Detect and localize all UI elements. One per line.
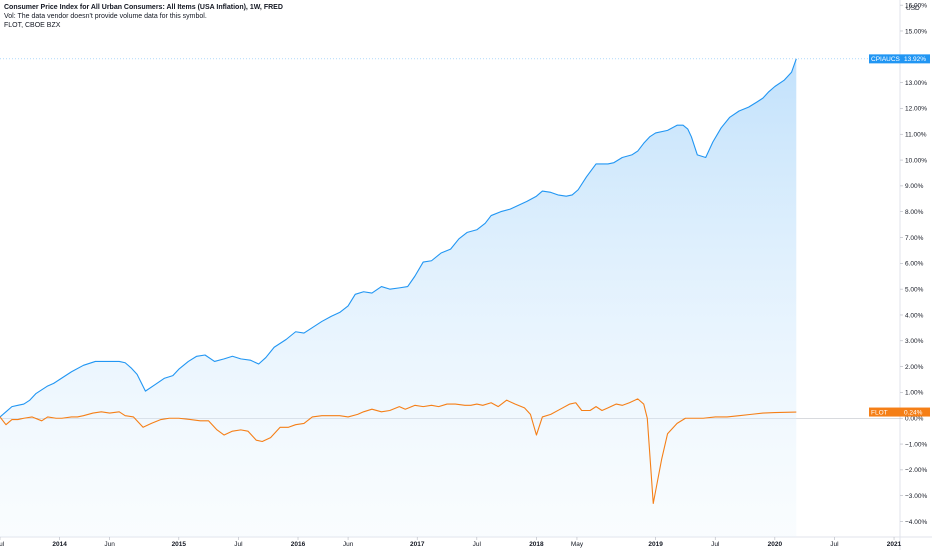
x-tick-label: Jul (234, 541, 243, 548)
x-tick-label: 2019 (648, 541, 663, 548)
x-tick-label: Jul (473, 541, 482, 548)
price-scale[interactable]: 16.00%15.00%14.00%13.00%12.00%11.00%10.0… (900, 2, 927, 526)
series-line-cpiaucsl[interactable] (0, 58, 797, 418)
y-tick-label: −3.00% (905, 493, 927, 500)
y-tick-label: 10.00% (905, 157, 927, 164)
series-value-tag-flot (900, 407, 930, 417)
y-tick-label: −4.00% (905, 519, 927, 526)
x-tick-label: Jun (343, 541, 354, 548)
y-tick-label: 3.00% (905, 338, 924, 345)
y-tick-label: 15.00% (905, 28, 927, 35)
x-tick-label: 2020 (768, 541, 783, 548)
x-tick-label: 2014 (52, 541, 67, 548)
x-tick-label: Jul (711, 541, 720, 548)
series-name-tag-flot (869, 407, 900, 417)
y-tick-label: 0.00% (905, 416, 924, 423)
x-tick-label: May (571, 541, 584, 548)
x-tick-label: 2021 (887, 541, 902, 548)
series-value-tag-text: 13.92% (904, 56, 926, 63)
compare-symbol: FLOT, CBOE BZX (4, 22, 61, 29)
y-tick-label: 12.00% (905, 106, 927, 113)
area-layer (0, 58, 797, 538)
chart-title: Consumer Price Index for All Urban Consu… (4, 4, 283, 11)
x-tick-label: 2018 (529, 541, 544, 548)
y-tick-label: 11.00% (905, 132, 927, 139)
last-value-tags: CPIAUCSL 13.92% FLOT 0.24% (869, 54, 930, 417)
y-tick-label: 5.00% (905, 286, 924, 293)
y-tick-label: 8.00% (905, 209, 924, 216)
series-line-flot[interactable] (0, 398, 797, 504)
series-name-tag-text: FLOT (871, 409, 888, 416)
y-tick-label: 16.00% (905, 2, 927, 9)
line-layer (0, 58, 797, 504)
series-name-tag-cpiaucsl (869, 54, 900, 64)
y-tick-label: 9.00% (905, 183, 924, 190)
y-tick-label: 4.00% (905, 312, 924, 319)
y-tick-label: 13.00% (905, 80, 927, 87)
y-axis-unit: USD (906, 5, 920, 12)
volume-note: Vol: The data vendor doesn't provide vol… (4, 13, 207, 20)
y-tick-label: 7.00% (905, 235, 924, 242)
series-area-cpiaucsl (0, 58, 797, 538)
x-tick-label: 2016 (291, 541, 306, 548)
chart-legend: Consumer Price Index for All Urban Consu… (4, 3, 283, 30)
x-tick-label: Jul (830, 541, 839, 548)
series-value-tag-cpiaucsl (900, 54, 930, 64)
x-tick-label: Jun (104, 541, 115, 548)
series-value-tag-text: 0.24% (904, 409, 923, 416)
x-tick-label: 2017 (410, 541, 425, 548)
y-tick-label: −2.00% (905, 467, 927, 474)
time-scale[interactable]: Jul 2014 Jun 2015 Jul 2016 Jun 2017 Jul 2018 May 20… (0, 537, 902, 548)
y-tick-label: −1.00% (905, 441, 927, 448)
y-tick-label: 6.00% (905, 261, 924, 268)
y-tick-label: 2.00% (905, 364, 924, 371)
x-tick-label: Jul (0, 541, 5, 548)
x-tick-label: 2015 (172, 541, 187, 548)
y-tick-label: 1.00% (905, 390, 924, 397)
series-name-tag-text: CPIAUCSL (871, 56, 904, 63)
